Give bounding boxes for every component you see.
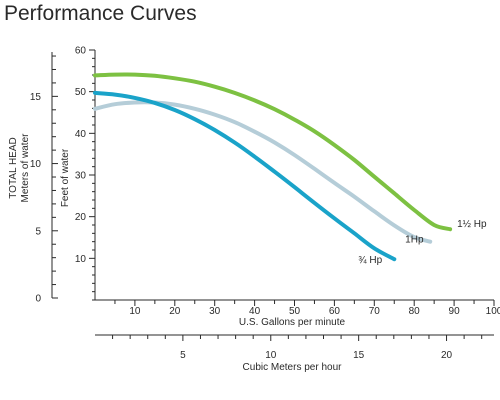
x2-axis-title: Cubic Meters per hour (243, 362, 343, 373)
series-labels: 1½ Hp 1Hp ¾ Hp (358, 219, 487, 266)
x-axis-title: U.S. Gallons per minute (239, 317, 346, 328)
x-tick-label: 100 (486, 306, 500, 317)
x-tick-label: 30 (209, 306, 221, 317)
x-tick-label: 60 (329, 306, 341, 317)
y-tick-label: 20 (75, 212, 87, 223)
y-axis-ticks: 10 20 30 40 50 60 (75, 46, 95, 301)
series-line (93, 100, 433, 244)
chart-title: Performance Curves (4, 2, 197, 25)
x2-axis-ticks: 5 10 15 20 (112, 335, 483, 361)
x-tick-label: 40 (249, 306, 261, 317)
x2-tick-label: 15 (353, 350, 365, 361)
y2-tick-label: 0 (35, 294, 41, 305)
y-tick-label: 10 (75, 254, 87, 265)
y2-axis-title-line1: TOTAL HEAD (8, 137, 19, 199)
x-axis-ticks: 10 20 30 40 50 60 70 80 90 100 (114, 300, 500, 317)
x-tick-label: 90 (449, 306, 461, 317)
y-tick-label: 50 (75, 87, 87, 98)
x-tick-label: 70 (369, 306, 381, 317)
series-line (93, 90, 397, 262)
y2-tick-label: 15 (30, 92, 42, 103)
y2-axis-title-line2: Meters of water (20, 133, 31, 203)
x2-tick-label: 20 (441, 350, 453, 361)
y-tick-label: 30 (75, 171, 87, 182)
y2-axis-ticks: 0 5 10 15 (30, 55, 58, 305)
series-layer (93, 72, 453, 262)
y-tick-label: 40 (75, 129, 87, 140)
series-label: 1½ Hp (457, 219, 487, 230)
y-tick-label: 60 (75, 46, 87, 57)
x2-tick-label: 10 (265, 350, 277, 361)
series-label: 1Hp (405, 235, 424, 246)
y-axis-title: Feet of water (60, 148, 71, 207)
x2-tick-label: 5 (180, 350, 186, 361)
series-line (93, 72, 453, 232)
series-label: ¾ Hp (358, 255, 382, 266)
x-tick-label: 80 (409, 306, 421, 317)
y2-tick-label: 5 (35, 226, 41, 237)
y2-tick-label: 10 (30, 159, 42, 170)
x-tick-label: 20 (169, 306, 181, 317)
x-tick-label: 50 (289, 306, 301, 317)
x-tick-label: 10 (129, 306, 141, 317)
